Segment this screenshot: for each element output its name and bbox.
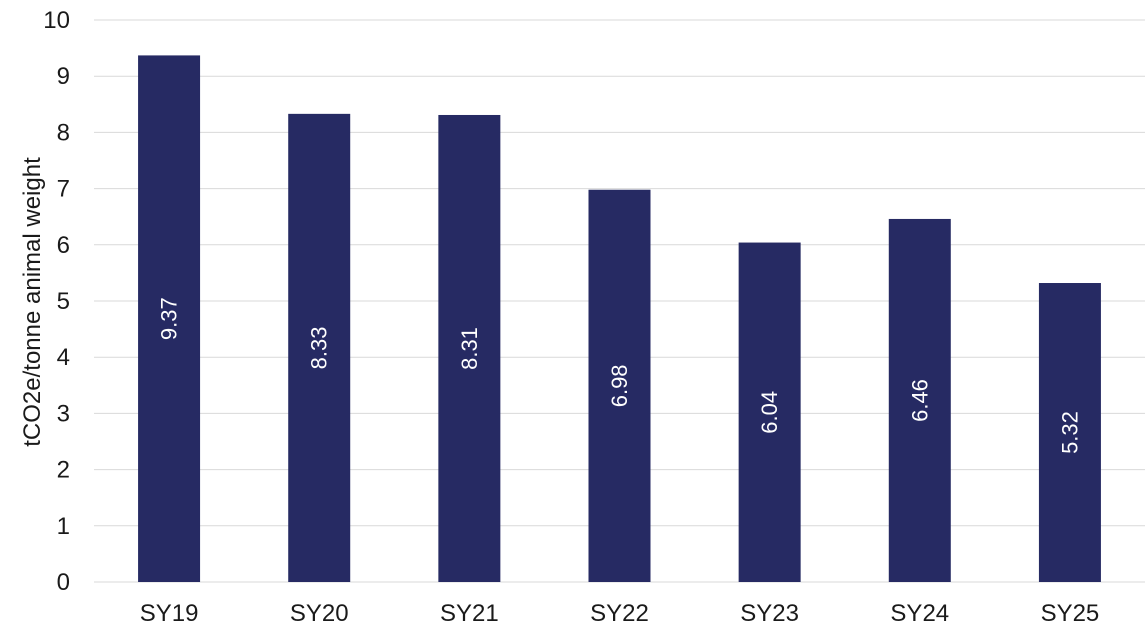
data-label-sy24: 6.46 [907,379,932,422]
data-label-sy23: 6.04 [757,391,782,434]
x-tick-label: SY22 [590,600,649,627]
y-tick-label: 6 [57,232,70,259]
data-label-sy20: 8.33 [307,327,332,370]
y-tick-label: 5 [57,288,70,315]
y-tick-label: 8 [57,119,70,146]
data-labels: 9.37 8.33 8.31 6.98 6.04 6.46 5.32 [157,297,1083,454]
data-label-sy22: 6.98 [607,364,632,407]
data-label-sy21: 8.31 [457,327,482,370]
y-tick-label: 0 [57,569,70,596]
y-tick-label: 9 [57,63,70,90]
x-tick-label: SY19 [140,600,199,627]
x-tick-label: SY20 [290,600,349,627]
bar-sy20 [288,113,351,582]
y-tick-label: 3 [57,400,70,427]
bar-sy25 [1038,283,1101,582]
bars [138,55,1101,582]
x-tick-label: SY21 [440,600,499,627]
data-label-sy19: 9.37 [157,297,182,340]
bar-sy19 [138,55,201,582]
y-tick-label: 7 [57,176,70,203]
y-tick-label: 2 [57,457,70,484]
data-label-sy25: 5.32 [1057,411,1082,454]
y-tick-label: 4 [57,344,70,371]
x-tick-label: SY23 [740,600,799,627]
y-axis-title: tCO2e/tonne animal weight [19,157,46,447]
bar-sy22 [588,189,651,582]
x-tick-label: SY25 [1041,600,1100,627]
x-axis-ticks: SY19 SY20 SY21 SY22 SY23 SY24 SY25 [140,600,1100,627]
bar-sy24 [888,218,951,582]
bar-sy23 [738,242,801,582]
y-tick-label: 1 [57,513,70,540]
y-tick-label: 10 [43,7,70,34]
x-tick-label: SY24 [890,600,949,627]
y-axis-ticks: 0 1 2 3 4 5 6 7 8 9 10 [43,7,70,596]
bar-sy21 [438,114,501,582]
